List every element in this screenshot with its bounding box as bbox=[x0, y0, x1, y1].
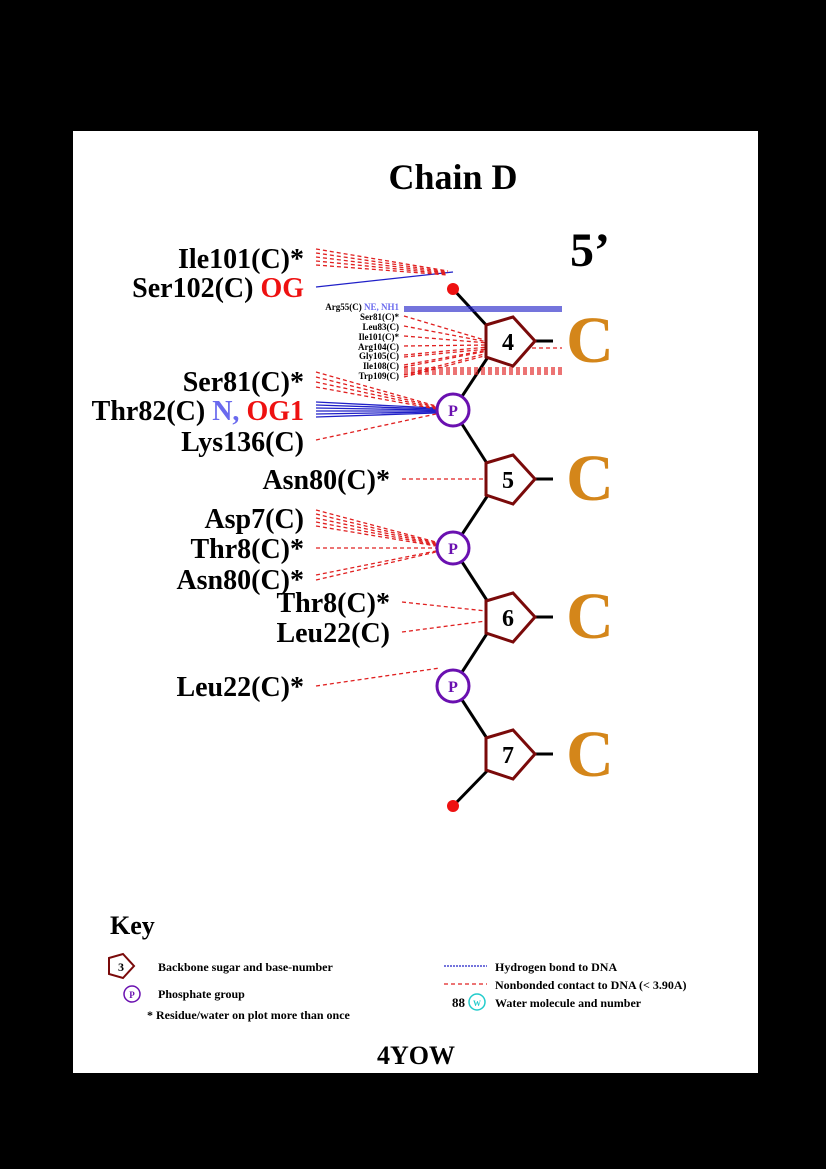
phosphate-key-text: Phosphate group bbox=[158, 987, 245, 1001]
legend: Key 3 Backbone sugar and base-number P P… bbox=[108, 911, 687, 1022]
repeat-key-text: * Residue/water on plot more than once bbox=[147, 1008, 351, 1022]
water-key-number: 88 bbox=[452, 995, 466, 1010]
water-key-symbol: W bbox=[473, 999, 481, 1008]
residue-label-ile101: Ile101(C)* bbox=[178, 244, 304, 275]
sugar-7: 7 bbox=[484, 728, 538, 781]
nonbonded-contacts bbox=[315, 248, 562, 687]
residue-label-asn80-b: Asn80(C)* bbox=[176, 565, 304, 596]
phosphate-label: P bbox=[448, 541, 458, 558]
sugar-4: 4 bbox=[484, 315, 538, 368]
sugar-number: 6 bbox=[502, 606, 514, 632]
residue-label-thr82: Thr82(C) N, OG1 bbox=[92, 396, 304, 427]
residue-label-thr8-a: Thr8(C)* bbox=[190, 534, 304, 565]
residue-label-ser81-small: Ser81(C)* bbox=[360, 312, 399, 322]
residue-label-ser102: Ser102(C) OG bbox=[132, 273, 304, 304]
pdb-id-label: 4YOW bbox=[377, 1041, 455, 1070]
residue-label-trp109: Trp109(C) bbox=[359, 371, 399, 381]
residue-label-leu83: Leu83(C) bbox=[363, 322, 400, 332]
water-key-icon bbox=[468, 993, 486, 1011]
residue-label-leu22-b: Leu22(C)* bbox=[176, 672, 304, 703]
sugar-5: 5 bbox=[484, 453, 538, 506]
residue-label-asn80-a: Asn80(C)* bbox=[262, 465, 390, 496]
residue-label-asp7: Asp7(C) bbox=[204, 504, 304, 535]
phosphate-key-icon bbox=[123, 985, 141, 1003]
base-letter: C bbox=[566, 580, 614, 653]
phosphate-1: P bbox=[435, 392, 471, 428]
sugar-6: 6 bbox=[484, 591, 538, 644]
legend-heading: Key bbox=[110, 911, 155, 940]
sugar-key-number: 3 bbox=[118, 960, 124, 974]
residue-label-ile108: Ile108(C) bbox=[363, 361, 399, 371]
sugar-number: 5 bbox=[502, 468, 514, 494]
backbone-end-atom-bottom bbox=[447, 800, 459, 812]
residue-label-gly105: Gly105(C) bbox=[359, 351, 399, 361]
residue-label-thr8-b: Thr8(C)* bbox=[276, 588, 390, 619]
residue-label-ser81: Ser81(C)* bbox=[183, 367, 304, 398]
base-letter: C bbox=[566, 442, 614, 515]
phosphate-2: P bbox=[435, 530, 471, 566]
nonbonded-key-text: Nonbonded contact to DNA (< 3.90A) bbox=[495, 978, 687, 992]
residue-label-leu22-a: Leu22(C) bbox=[276, 618, 390, 649]
sugar-key-icon bbox=[108, 952, 136, 980]
chain-title: Chain D bbox=[388, 157, 517, 197]
sugar-number: 4 bbox=[502, 330, 514, 356]
residue-label-ile101-small: Ile101(C)* bbox=[359, 332, 400, 342]
phosphate-key-symbol: P bbox=[129, 990, 135, 1000]
five-prime-label: 5’ bbox=[570, 224, 610, 277]
phosphate-label: P bbox=[448, 679, 458, 696]
phosphate-3: P bbox=[435, 668, 471, 704]
residue-label-arg55: Arg55(C) NE, NH1 bbox=[325, 302, 399, 312]
residue-label-arg104: Arg104(C) bbox=[358, 342, 399, 352]
diagram-panel bbox=[73, 131, 758, 1073]
sugar-number: 7 bbox=[502, 743, 514, 769]
hbond-key-text: Hydrogen bond to DNA bbox=[495, 960, 617, 974]
phosphate-label: P bbox=[448, 403, 458, 420]
backbone-end-atom-top bbox=[447, 283, 459, 295]
residue-label-lys136: Lys136(C) bbox=[181, 427, 304, 458]
sugar-key-text: Backbone sugar and base-number bbox=[158, 960, 333, 974]
base-letter: C bbox=[566, 718, 614, 791]
hydrogen-bonds bbox=[315, 271, 562, 418]
base-letter: C bbox=[566, 304, 614, 377]
water-key-text: Water molecule and number bbox=[495, 996, 642, 1010]
